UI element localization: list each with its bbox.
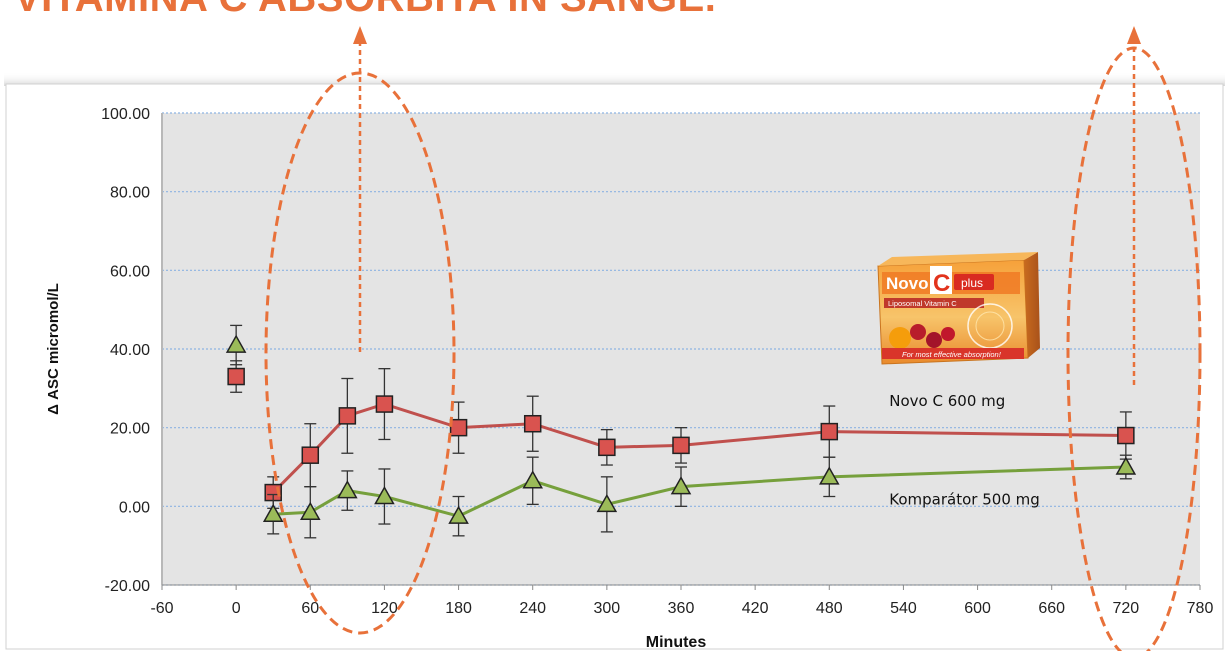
product-package-image: Novo C plus Liposomal Vitamin C For most… [877,252,1040,365]
package-orange-icon [889,327,911,349]
x-tick-label: 240 [519,600,546,617]
package-side [1024,252,1040,358]
data-point-triangle [670,476,692,495]
x-tick-label: 300 [594,600,621,617]
x-tick-label: -60 [150,600,173,617]
y-tick-label: 0.00 [119,499,150,516]
package-top [878,252,1038,266]
data-point-triangle [448,505,469,524]
x-tick-label: 600 [964,600,991,617]
plot-background [162,113,1200,585]
data-point-square [1117,426,1135,445]
highlight-arrow-head [1127,26,1141,44]
y-tick-label: 100.00 [101,106,150,123]
x-tick-label: 540 [890,600,917,617]
package-brand-right: plus [961,276,983,290]
y-tick-label: -20.00 [105,578,150,595]
headline: VITAMINA C ABSORBITA IN SANGE. [14,0,716,21]
x-tick-label: 780 [1187,600,1214,617]
package-brand-c-box [930,266,952,294]
package-cherry-icon-2 [926,332,942,348]
plot-area: -20.00 0.00 20.00 40.00 60.00 80.00 100.00 -60 0… [45,106,1213,651]
x-tick-label: 180 [445,600,472,617]
frame-top-shadow [4,72,1225,86]
package-plus-badge [954,274,994,290]
data-point-square [820,422,839,441]
package-brand-left: Novo [886,274,929,293]
data-point-triangle [262,503,284,522]
y-tick-label: 40.00 [110,342,150,359]
x-axis-title: Minutes [646,634,707,651]
x-tick-label: 660 [1038,600,1065,617]
y-tick-label: 80.00 [110,185,150,202]
y-tick-label: 20.00 [110,421,150,438]
series-annotation: Komparátor 500 mg [889,490,1039,508]
package-subtitle: Liposomal Vitamin C [888,299,957,308]
y-tick-label: 60.00 [110,263,150,280]
data-point-triangle [337,480,358,499]
data-point-triangle [596,493,618,513]
x-tick-label: 480 [816,600,843,617]
package-cherry-icon-3 [941,327,955,341]
x-tick-label: 720 [1113,600,1140,617]
highlight-layer [264,26,1202,651]
data-point-square [338,407,357,425]
data-point-triangle [1115,456,1137,475]
series-line [272,402,1126,494]
data-point-square [672,436,690,455]
data-point-square [375,395,394,413]
data-point-square [227,367,245,386]
data-point-triangle [522,470,543,489]
package-brand-letter: C [933,270,950,297]
x-tick-label: 120 [371,600,398,617]
series-annotation: Novo C 600 mg [889,392,1005,410]
package-cherry-icon [910,324,926,340]
data-point-square [598,438,616,457]
series-line [273,465,1126,518]
data-point-square [301,446,320,464]
data-point-triangle [300,501,321,520]
data-point-square [523,414,542,433]
x-tick-label: 0 [232,600,241,617]
data-point-triangle [225,334,247,353]
package-tagline-bar [882,348,1024,359]
data-point-square [449,418,468,437]
x-tick-label: 60 [301,600,319,617]
data-point-triangle [819,466,840,485]
package-sun-inner [975,311,1005,341]
data-point-triangle [374,485,395,505]
highlight-arrow-head [353,26,367,44]
y-axis-title: Δ ASC micromol/L [45,283,62,415]
x-tick-label: 360 [668,600,695,617]
package-subtitle-bar [884,298,984,308]
package-tagline: For most effective absorption! [902,350,1002,359]
x-tick-label: 420 [742,600,769,617]
